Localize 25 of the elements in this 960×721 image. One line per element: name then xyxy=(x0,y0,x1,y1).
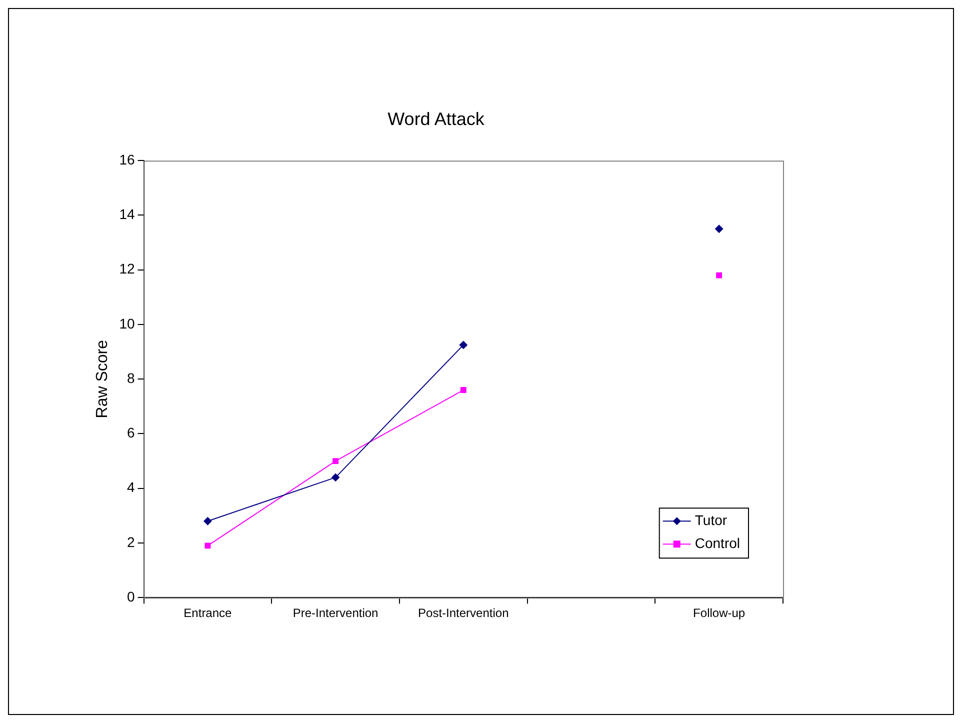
point xyxy=(459,340,468,349)
y-tick-label: 16 xyxy=(119,151,135,168)
point xyxy=(332,458,339,464)
y-tick-label: 8 xyxy=(126,370,135,386)
point xyxy=(204,542,211,549)
x-tick-label: Entrance xyxy=(184,606,232,620)
y-tick-label: 6 xyxy=(126,424,135,441)
point xyxy=(332,473,340,482)
legend-label: Tutor xyxy=(694,512,728,528)
legend-label: Control xyxy=(694,534,740,551)
y-axis-title: Raw Score xyxy=(94,340,112,418)
y-tick-label: 12 xyxy=(119,260,135,277)
x-tick-label: Post-Intervention xyxy=(418,606,509,620)
x-tick-label: Pre-Intervention xyxy=(292,606,378,620)
x-tick-label: Follow-up xyxy=(693,606,746,620)
y-tick-label: 2 xyxy=(126,534,135,550)
y-tick-label: 0 xyxy=(126,588,135,604)
y-tick-label: 14 xyxy=(119,206,135,222)
chart-title: Word Attack xyxy=(388,108,486,129)
point xyxy=(204,517,212,526)
point xyxy=(460,387,466,393)
point xyxy=(715,224,724,233)
y-tick-label: 10 xyxy=(119,315,135,332)
point xyxy=(716,272,722,278)
y-tick-label: 4 xyxy=(126,479,135,496)
